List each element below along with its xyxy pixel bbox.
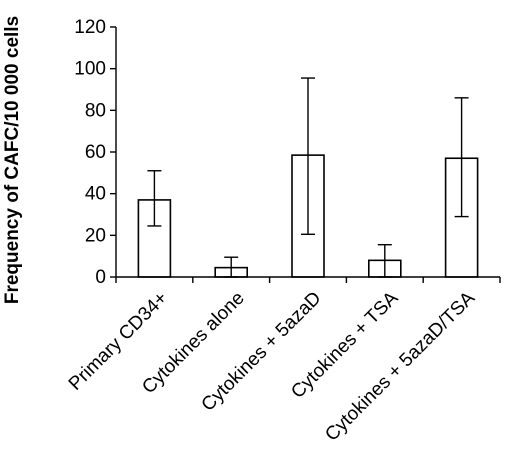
y-tick-label: 100 — [74, 59, 106, 80]
y-tick-label: 60 — [85, 142, 106, 163]
y-tick-label: 20 — [85, 225, 106, 246]
axes — [115, 27, 501, 283]
category-label: Cytokines + 5azaD/TSA — [321, 287, 479, 445]
y-tick-label: 80 — [85, 100, 106, 121]
y-axis-ticks: 0 20 40 60 80 100 120 — [74, 17, 116, 288]
y-tick-label: 120 — [74, 17, 106, 38]
y-tick-label: 40 — [85, 184, 106, 205]
y-tick-label: 0 — [95, 267, 106, 288]
y-axis-title: Frequency of CAFC/10 000 cells — [2, 16, 23, 304]
